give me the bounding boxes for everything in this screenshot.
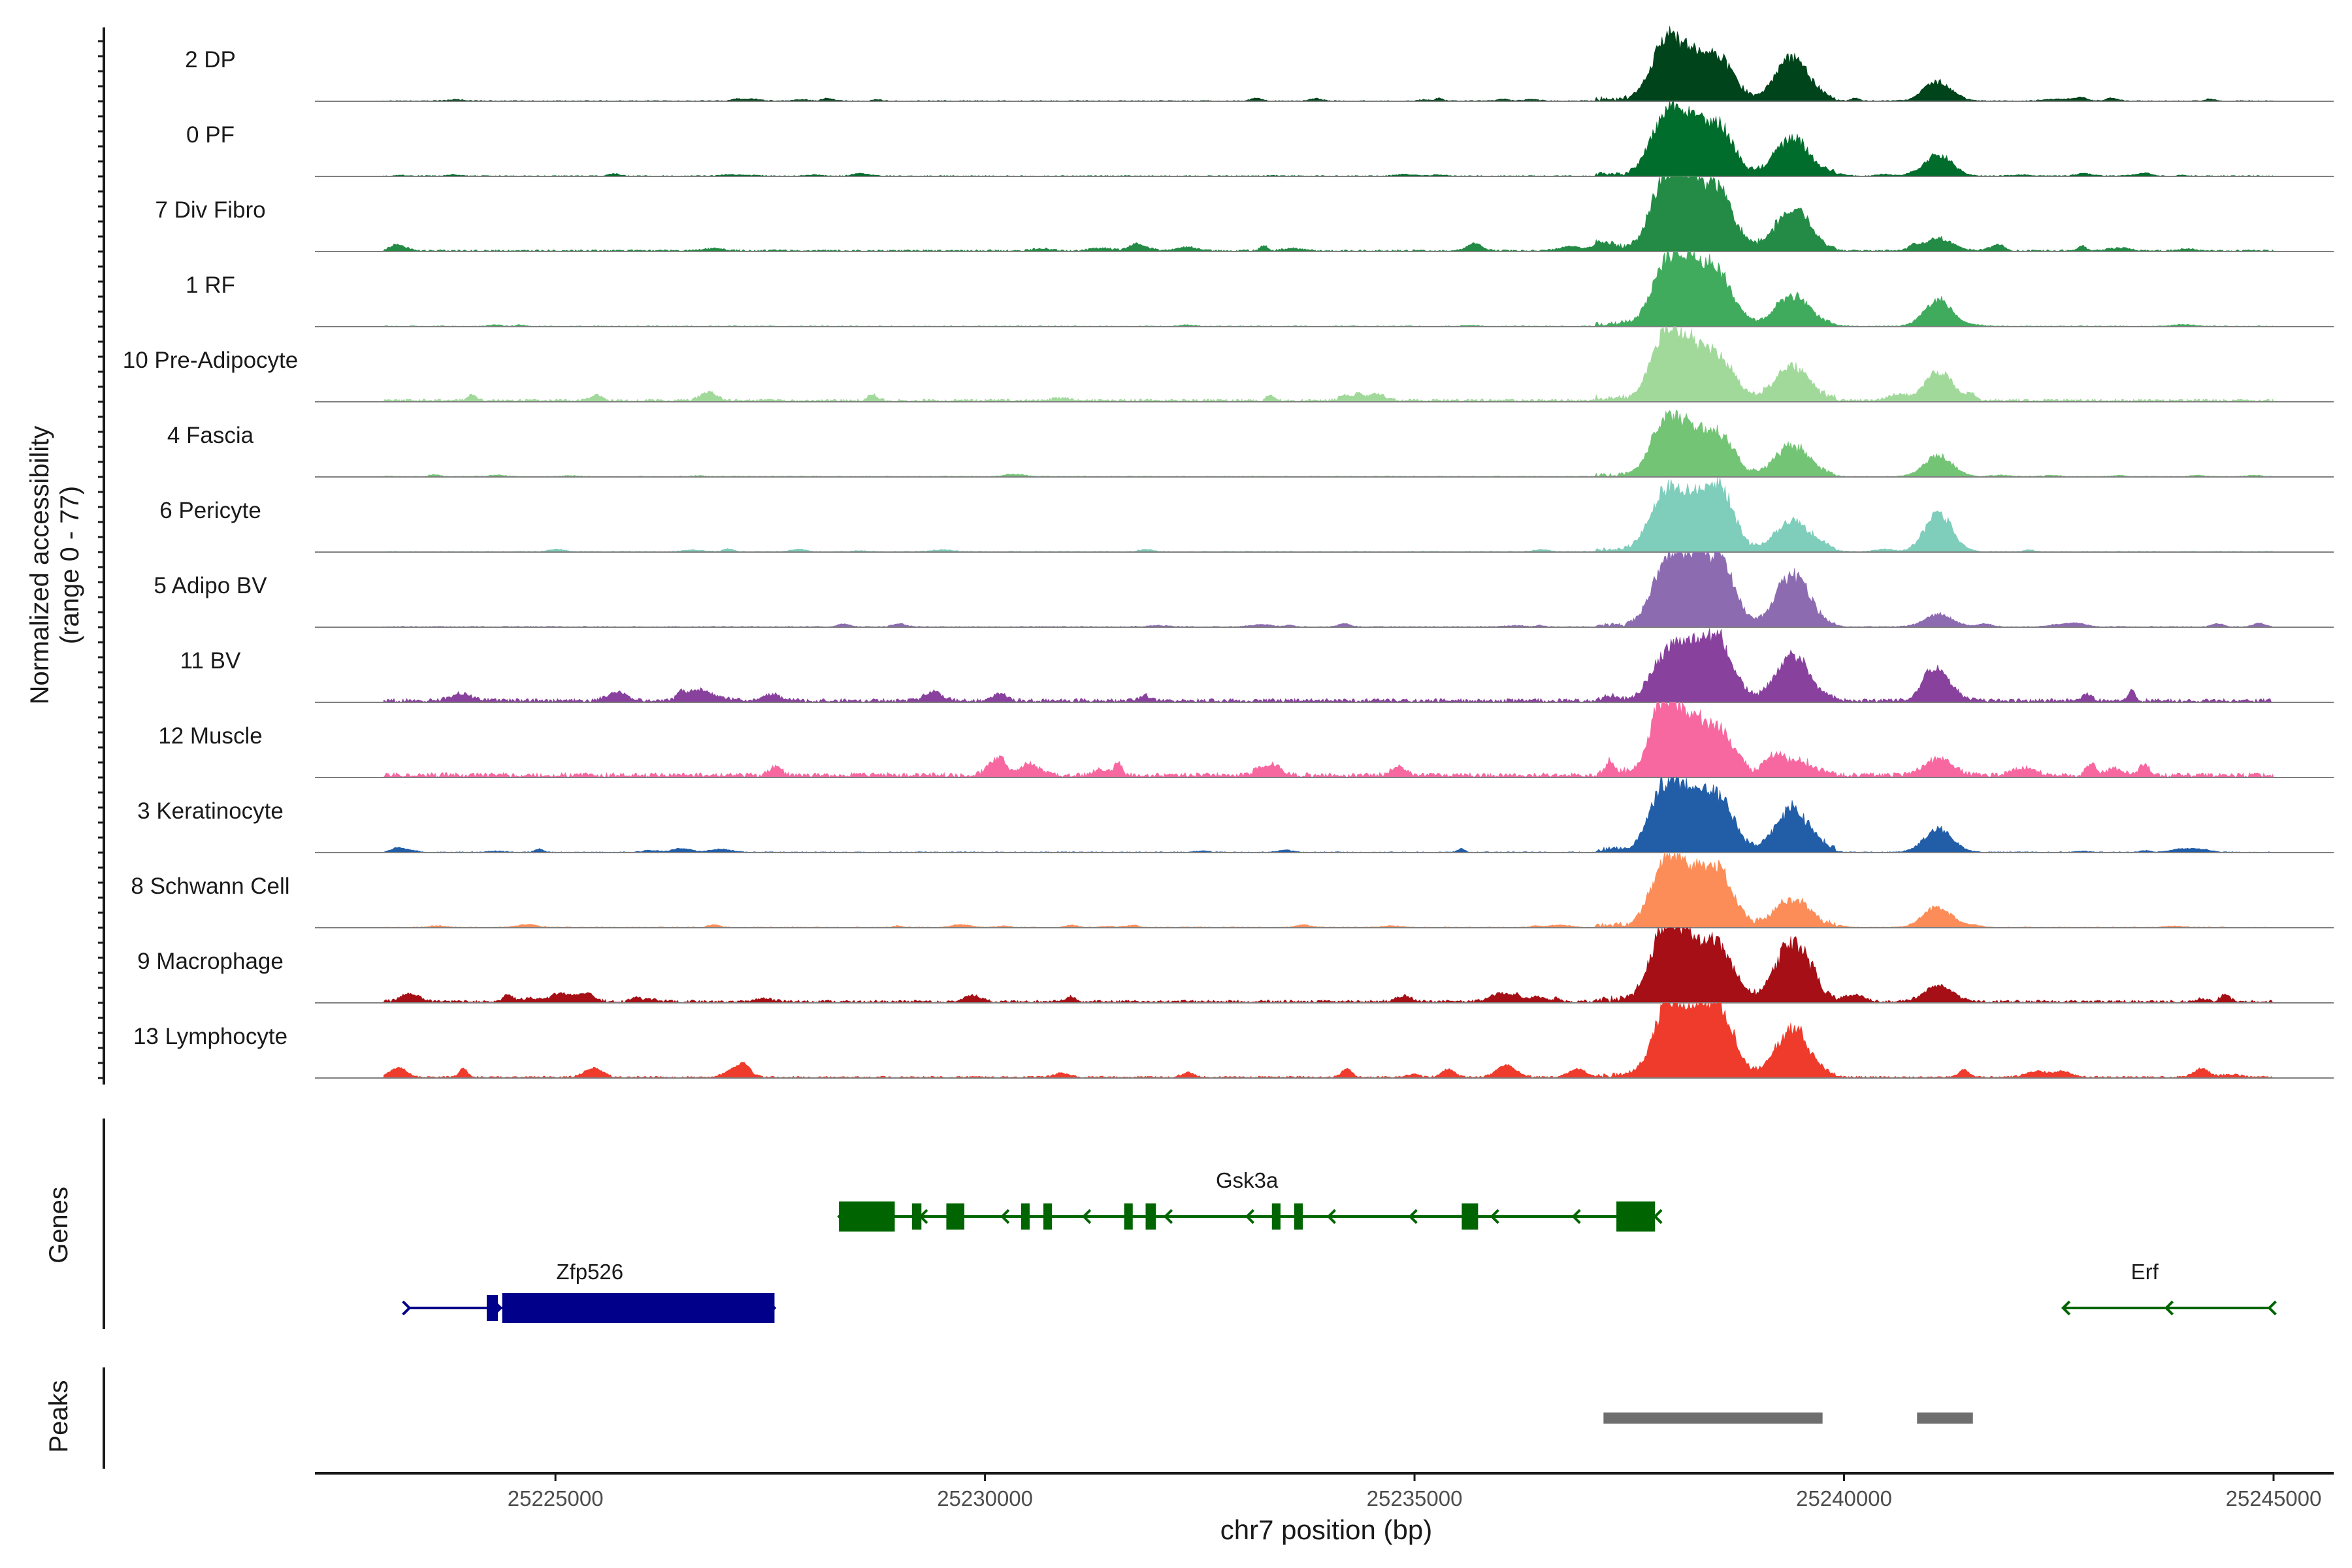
- peak-region-2: [1917, 1413, 1973, 1424]
- coverage-area-12: [383, 851, 2275, 928]
- exon-gsk3a-2: [911, 1203, 922, 1230]
- exon-zfp526-2: [502, 1293, 775, 1323]
- coverage-area-8: [383, 551, 2274, 628]
- exon-gsk3a-8: [1271, 1203, 1281, 1230]
- y-axis-title-line1: Normalized accessibility: [25, 426, 54, 705]
- coverage-area-1: [383, 25, 2275, 102]
- genes-section-label: Genes: [44, 1186, 73, 1264]
- x-axis-title: chr7 position (bp): [1220, 1514, 1433, 1545]
- x-tick-label-2: 25230000: [937, 1486, 1033, 1511]
- exon-gsk3a-10: [1462, 1203, 1478, 1230]
- track-label-7: 6 Pericyte: [159, 498, 261, 523]
- exon-gsk3a-1: [839, 1201, 895, 1232]
- exon-gsk3a-7: [1145, 1203, 1156, 1230]
- x-axis: 25225000 25230000 25235000 25240000 25245000: [315, 1472, 2334, 1511]
- peak-track: [1603, 1413, 1973, 1424]
- y-axis-title-line2: (range 0 - 77): [56, 486, 84, 644]
- coverage-area-10: [383, 702, 2274, 778]
- track-label-9: 11 BV: [180, 648, 241, 674]
- coverage-area-4: [383, 251, 2274, 327]
- track-label-10: 12 Muscle: [158, 723, 263, 749]
- gene-label-erf: Erf: [2131, 1260, 2159, 1284]
- strand-arrow-icon: [1326, 1209, 1336, 1224]
- x-tick-label-3: 25235000: [1367, 1486, 1463, 1511]
- coverage-area-3: [383, 175, 2274, 252]
- strand-arrow-icon: [1163, 1209, 1173, 1224]
- track-label-1: 2 DP: [185, 47, 236, 73]
- gene-label-gsk3a: Gsk3a: [1216, 1168, 1279, 1192]
- strand-arrow-icon: [1571, 1209, 1581, 1224]
- x-tick-label-1: 25225000: [508, 1486, 604, 1511]
- strand-arrow-icon: [1490, 1209, 1499, 1224]
- strand-arrow-icon: [2267, 1300, 2277, 1316]
- track-label-11: 3 Keratinocyte: [137, 798, 284, 824]
- x-tick-label-4: 25240000: [1796, 1486, 1892, 1511]
- track-label-3: 7 Div Fibro: [155, 197, 265, 223]
- coverage-area-5: [383, 326, 2274, 402]
- track-label-6: 4 Fascia: [167, 423, 254, 448]
- coverage-area-11: [383, 777, 2274, 853]
- exon-gsk3a-3: [946, 1203, 965, 1230]
- coverage-area-9: [383, 628, 2275, 703]
- track-label-5: 10 Pre-Adipocyte: [123, 348, 298, 373]
- exon-zfp526-1: [486, 1295, 498, 1321]
- coverage-area-13: [383, 927, 2275, 1004]
- coverage-area-2: [383, 101, 2274, 177]
- x-tick-label-5: 25245000: [2226, 1486, 2322, 1511]
- exon-gsk3a-11: [1616, 1201, 1656, 1232]
- gene-label-zfp526: Zfp526: [556, 1260, 623, 1284]
- exon-gsk3a-9: [1294, 1203, 1303, 1230]
- strand-arrow-icon: [1408, 1209, 1418, 1224]
- coverage-area-7: [383, 476, 2274, 553]
- coverage-area-14: [383, 1002, 2274, 1079]
- track-label-4: 1 RF: [186, 272, 235, 298]
- strand-arrow-icon: [2164, 1300, 2174, 1316]
- gene-track: Gsk3a Zfp526 Erf: [402, 1168, 2277, 1323]
- exon-gsk3a-4: [1021, 1203, 1030, 1230]
- exon-gsk3a-6: [1124, 1203, 1133, 1230]
- coverage-tracks: 2 DP 0 PF 7 Div Fibro 1 RF 10 Pre-Adipocyte 4…: [123, 25, 2334, 1079]
- strand-arrow-icon: [2061, 1300, 2071, 1316]
- track-label-13: 9 Macrophage: [137, 949, 284, 974]
- coverage-area-6: [383, 409, 2274, 478]
- track-label-14: 13 Lymphocyte: [133, 1024, 287, 1049]
- track-label-2: 0 PF: [186, 122, 235, 148]
- track-label-12: 8 Schwann Cell: [131, 874, 289, 899]
- peaks-section-label: Peaks: [44, 1380, 73, 1452]
- strand-arrow-icon: [1000, 1209, 1010, 1224]
- exon-gsk3a-5: [1043, 1203, 1053, 1230]
- strand-arrow-icon: [402, 1300, 412, 1316]
- track-label-8: 5 Adipo BV: [154, 573, 267, 598]
- strand-arrow-icon: [1082, 1209, 1092, 1224]
- left-axes: [98, 27, 105, 1469]
- strand-arrow-icon: [1653, 1209, 1663, 1224]
- strand-arrow-icon: [1245, 1209, 1255, 1224]
- peak-region-1: [1603, 1413, 1823, 1424]
